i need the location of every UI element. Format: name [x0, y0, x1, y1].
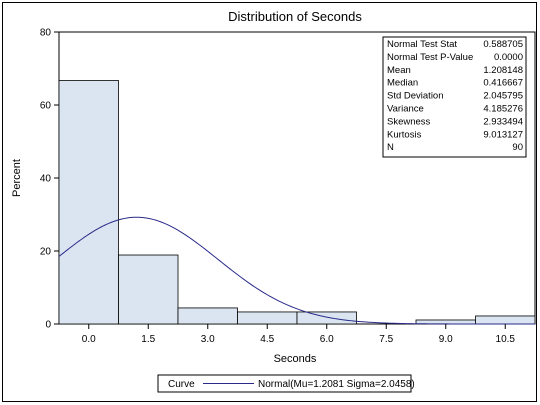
- x-axis: 0.0 1.5 3.0 4.5 6.0 7.5 9.0 10.5: [82, 324, 516, 345]
- stat-value-1: 0.0000: [494, 52, 523, 63]
- x-tick-label-2: 3.0: [201, 334, 215, 345]
- bar-2: [177, 307, 238, 325]
- histogram-bars: [58, 80, 536, 325]
- y-axis: 0 20 40 60 80: [40, 28, 59, 331]
- stat-value-4: 2.045795: [483, 91, 523, 102]
- stat-label-6: Skewness: [387, 116, 431, 127]
- stat-label-1: Normal Test P-Value: [387, 52, 473, 63]
- normal-curve-line: [58, 216, 535, 325]
- stat-value-3: 0.416667: [483, 78, 523, 89]
- x-tick-label-5: 7.5: [379, 334, 393, 345]
- stat-label-0: Normal Test Stat: [387, 39, 457, 50]
- legend: Curve Normal(Mu=1.2081 Sigma=2.0458): [157, 374, 415, 393]
- chart-title: Distribution of Seconds: [228, 9, 362, 24]
- bar-0: [58, 80, 119, 325]
- y-tick-label-0: 0: [45, 320, 51, 331]
- stat-label-7: Kurtosis: [387, 129, 422, 140]
- stat-label-4: Std Deviation: [387, 91, 444, 102]
- stat-value-7: 9.013127: [483, 129, 523, 140]
- legend-title: Curve: [168, 379, 195, 390]
- stat-value-6: 2.933494: [483, 116, 523, 127]
- legend-entry-normal: Normal(Mu=1.2081 Sigma=2.0458): [258, 379, 415, 390]
- bar-1: [118, 254, 179, 325]
- stat-label-8: N: [387, 142, 394, 153]
- y-tick-label-2: 40: [40, 174, 52, 185]
- y-tick-label-4: 80: [40, 28, 52, 39]
- stat-label-5: Variance: [387, 104, 424, 115]
- statistics-inset-table: Normal Test Stat 0.588705 Normal Test P-Va…: [382, 36, 527, 158]
- stat-label-3: Median: [387, 78, 418, 89]
- x-tick-label-7: 10.5: [496, 334, 516, 345]
- x-tick-label-6: 9.0: [439, 334, 453, 345]
- x-tick-label-0: 0.0: [82, 334, 96, 345]
- stat-value-0: 0.588705: [483, 39, 523, 50]
- y-tick-label-1: 20: [40, 247, 52, 258]
- x-tick-label-1: 1.5: [141, 334, 155, 345]
- stat-label-2: Mean: [387, 65, 411, 76]
- x-tick-label-4: 6.0: [320, 334, 334, 345]
- stat-value-8: 90: [512, 142, 523, 153]
- bar-3: [237, 311, 298, 325]
- bar-7: [475, 315, 536, 325]
- y-axis-label: Percent: [11, 159, 23, 197]
- x-axis-label: Seconds: [274, 353, 317, 365]
- legend-box: [157, 374, 412, 393]
- y-tick-label-3: 60: [40, 101, 52, 112]
- stat-value-2: 1.208148: [483, 65, 523, 76]
- bar-4: [296, 311, 357, 325]
- stat-value-5: 4.185276: [483, 104, 523, 115]
- x-tick-label-3: 4.5: [260, 334, 274, 345]
